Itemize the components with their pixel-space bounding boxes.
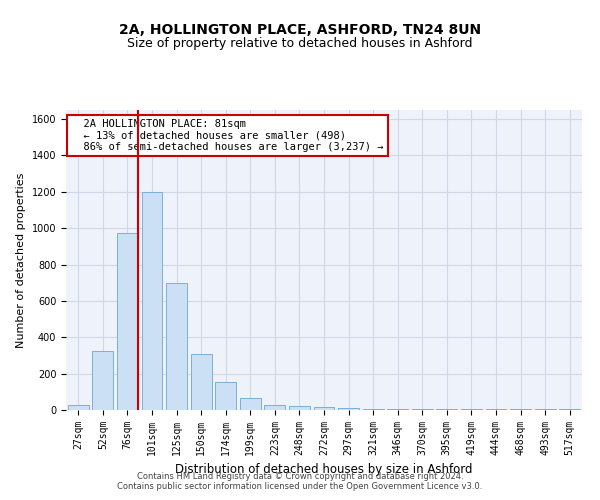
Bar bbox=[142, 192, 163, 410]
Bar bbox=[559, 408, 580, 410]
Text: 2A, HOLLINGTON PLACE, ASHFORD, TN24 8UN: 2A, HOLLINGTON PLACE, ASHFORD, TN24 8UN bbox=[119, 22, 481, 36]
Text: Size of property relative to detached houses in Ashford: Size of property relative to detached ho… bbox=[127, 38, 473, 51]
Bar bbox=[436, 409, 457, 410]
Bar bbox=[92, 351, 113, 410]
Bar bbox=[215, 382, 236, 410]
Bar bbox=[265, 404, 286, 410]
Y-axis label: Number of detached properties: Number of detached properties bbox=[16, 172, 26, 348]
Bar bbox=[510, 409, 531, 410]
Bar bbox=[338, 408, 359, 410]
Text: 2A HOLLINGTON PLACE: 81sqm
  ← 13% of detached houses are smaller (498)
  86% of: 2A HOLLINGTON PLACE: 81sqm ← 13% of deta… bbox=[71, 119, 383, 152]
Bar bbox=[68, 404, 89, 410]
Bar bbox=[117, 232, 138, 410]
Bar bbox=[412, 408, 433, 410]
Bar bbox=[314, 408, 334, 410]
Bar bbox=[535, 409, 556, 410]
Bar bbox=[289, 406, 310, 410]
Bar bbox=[387, 409, 408, 410]
Text: Contains HM Land Registry data © Crown copyright and database right 2024.: Contains HM Land Registry data © Crown c… bbox=[137, 472, 463, 481]
Bar bbox=[362, 409, 383, 410]
Bar bbox=[166, 282, 187, 410]
X-axis label: Distribution of detached houses by size in Ashford: Distribution of detached houses by size … bbox=[175, 464, 473, 476]
Bar bbox=[240, 398, 261, 410]
Bar bbox=[485, 409, 506, 410]
Bar bbox=[461, 409, 482, 410]
Bar bbox=[191, 354, 212, 410]
Text: Contains public sector information licensed under the Open Government Licence v3: Contains public sector information licen… bbox=[118, 482, 482, 491]
